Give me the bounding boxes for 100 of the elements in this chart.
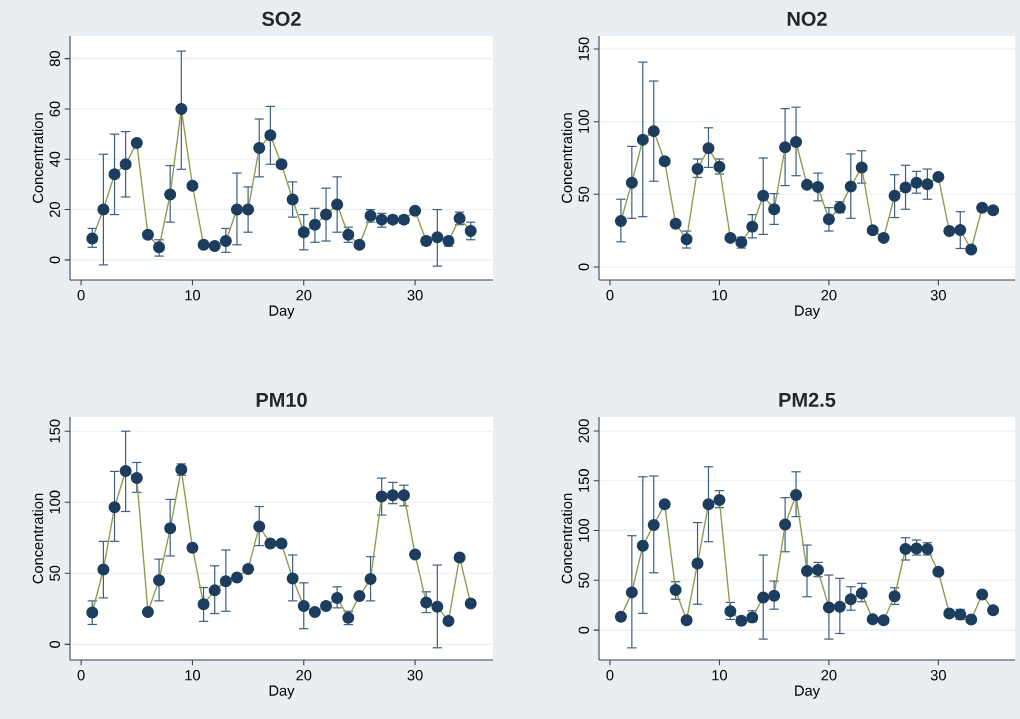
point [331,591,344,604]
point [208,584,221,597]
point [141,228,154,241]
point [397,489,410,502]
point [431,231,444,244]
point [724,605,737,618]
point [308,218,321,231]
point [932,565,945,578]
point [97,563,110,576]
point [866,224,879,237]
point [921,178,934,191]
point [702,498,715,511]
y-axis-title: Concentration [32,493,44,584]
point [866,613,879,626]
x-tick-label: 10 [712,670,727,681]
point [768,589,781,602]
point [242,563,255,576]
point [108,168,121,181]
point [253,141,266,154]
point [943,225,956,238]
point [987,204,1000,217]
y-tick-label: 80 [49,51,60,67]
point [724,231,737,244]
x-tick-label: 0 [606,290,614,301]
point [364,573,377,585]
point [987,604,1000,617]
point [130,472,143,485]
point [658,498,671,511]
point [899,181,912,194]
point [264,129,277,142]
x-tick-label: 0 [77,290,85,301]
point [253,520,266,533]
point [976,201,989,214]
point [833,600,846,613]
point [219,235,232,248]
y-axis-title: Concentration [32,113,44,203]
point [680,614,693,627]
point [779,141,792,154]
point [801,178,814,191]
point [353,238,366,251]
point [965,613,978,626]
x-axis-title: Day [269,685,295,699]
point [790,488,803,501]
x-axis-title: Day [795,305,821,319]
point [297,226,310,239]
point [164,522,177,535]
y-tick-label: 150 [578,37,589,61]
point [636,133,649,146]
point [910,176,923,189]
point [877,231,890,244]
point [409,204,422,217]
point [197,598,210,611]
y-tick-label: 100 [578,518,589,542]
point [420,596,433,609]
x-tick-label: 0 [77,670,85,681]
point [141,605,154,618]
point [186,541,199,554]
point [242,203,255,216]
point [464,597,477,610]
point [965,243,978,256]
point [275,537,288,550]
x-tick-label: 10 [712,290,727,301]
point [219,575,232,588]
y-tick-label: 0 [49,640,60,648]
point [353,590,366,603]
point [286,193,299,206]
point [453,551,466,564]
chart-title: PM2.5 [779,392,836,407]
point [691,557,704,570]
y-tick-label: 0 [578,263,589,271]
x-tick-label: 20 [296,670,312,681]
point [899,543,912,556]
x-tick-label: 0 [606,670,614,681]
y-tick-label: 100 [49,490,60,514]
point [614,215,627,228]
point [768,203,781,216]
point [614,610,627,623]
y-tick-label: 0 [578,626,589,634]
point [208,240,221,253]
x-tick-label: 30 [930,670,946,681]
y-tick-label: 50 [578,572,589,588]
point [119,158,132,171]
y-tick-label: 50 [49,565,60,581]
x-axis-title: Day [795,685,821,699]
point [877,614,890,627]
point [954,224,967,237]
point [230,203,243,216]
point [108,501,121,514]
point [130,136,143,149]
y-tick-label: 50 [578,186,589,202]
point [976,588,989,601]
y-tick-label: 20 [49,202,60,217]
point [153,574,166,587]
point [297,600,310,613]
point [331,198,344,211]
chart-title: NO2 [787,11,827,26]
point [658,155,671,168]
point [746,220,759,233]
point [811,181,824,194]
point [86,606,99,619]
